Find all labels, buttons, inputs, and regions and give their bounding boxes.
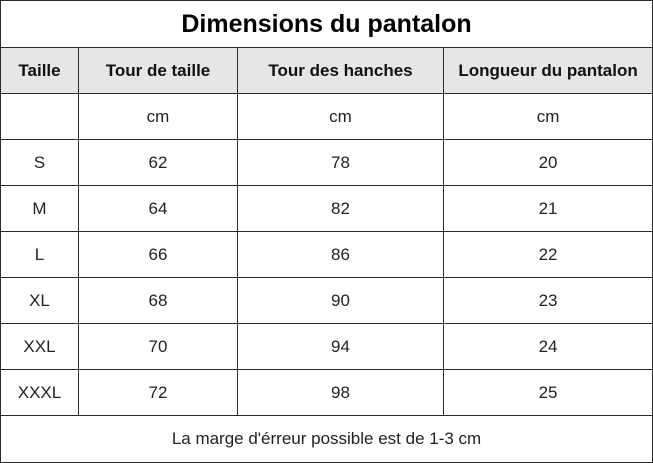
table-row: XXXL 72 98 25 (0, 369, 653, 416)
hips-cell: 98 (237, 369, 444, 416)
size-cell: S (0, 139, 79, 186)
waist-cell: 72 (78, 369, 238, 416)
unit-cell (0, 93, 79, 140)
unit-cell: cm (78, 93, 238, 140)
size-cell: XXXL (0, 369, 79, 416)
length-cell: 22 (442, 231, 653, 278)
column-header-length: Longueur du pantalon (442, 47, 653, 94)
length-cell: 20 (442, 139, 653, 186)
unit-cell: cm (442, 93, 653, 140)
column-header-hips: Tour des hanches (237, 47, 444, 94)
length-cell: 23 (442, 277, 653, 324)
table-row: XL 68 90 23 (0, 277, 653, 324)
header-row: Taille Tour de taille Tour des hanches L… (0, 47, 653, 94)
length-cell: 24 (442, 323, 653, 370)
unit-cell: cm (237, 93, 444, 140)
hips-cell: 86 (237, 231, 444, 278)
waist-cell: 70 (78, 323, 238, 370)
hips-cell: 90 (237, 277, 444, 324)
title-row: Dimensions du pantalon (0, 0, 653, 48)
error-margin-note: La marge d'érreur possible est de 1-3 cm (0, 415, 653, 463)
size-cell: M (0, 185, 79, 232)
size-cell: XL (0, 277, 79, 324)
length-cell: 25 (442, 369, 653, 416)
column-header-size: Taille (0, 47, 79, 94)
table-row: M 64 82 21 (0, 185, 653, 232)
length-cell: 21 (442, 185, 653, 232)
hips-cell: 94 (237, 323, 444, 370)
waist-cell: 64 (78, 185, 238, 232)
column-header-waist: Tour de taille (78, 47, 238, 94)
table-row: L 66 86 22 (0, 231, 653, 278)
hips-cell: 78 (237, 139, 444, 186)
units-row: cm cm cm (0, 93, 653, 140)
table-row: S 62 78 20 (0, 139, 653, 186)
waist-cell: 66 (78, 231, 238, 278)
chart-title: Dimensions du pantalon (0, 0, 653, 48)
waist-cell: 62 (78, 139, 238, 186)
size-cell: L (0, 231, 79, 278)
table-row: XXL 70 94 24 (0, 323, 653, 370)
hips-cell: 82 (237, 185, 444, 232)
waist-cell: 68 (78, 277, 238, 324)
note-row: La marge d'érreur possible est de 1-3 cm (0, 415, 653, 463)
size-cell: XXL (0, 323, 79, 370)
